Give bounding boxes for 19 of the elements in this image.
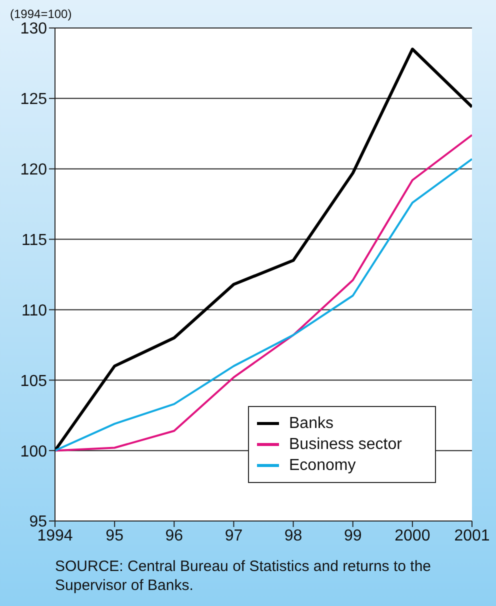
legend-label: Business sector [289,435,402,455]
x-tick-label: 2000 [394,527,430,544]
x-tick-label: 97 [224,527,243,544]
y-tick-label: 125 [20,91,48,108]
y-tick-label: 100 [20,443,48,460]
x-tick-label: 99 [344,527,362,544]
y-axis-title: (1994=100) [10,7,72,21]
legend-label: Banks [289,414,334,434]
x-tick-label: 95 [106,527,124,544]
x-tick-label: 98 [284,527,302,544]
y-tick-label: 105 [20,372,48,390]
legend-label: Economy [289,456,356,476]
y-tick-label: 130 [20,20,48,38]
y-tick-label: 115 [21,232,48,249]
x-tick-label: 2001 [454,527,490,544]
y-tick-label: 110 [21,302,48,320]
x-tick-label: 96 [165,527,184,544]
source-note: SOURCE: Central Bureau of Statistics and returns to the Supervisor of Banks. [55,557,432,595]
y-tick-label: 120 [20,162,48,179]
